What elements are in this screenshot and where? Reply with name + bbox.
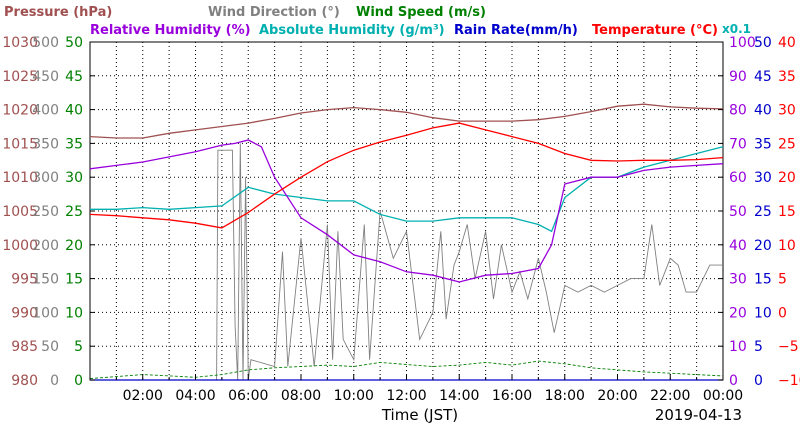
rain-rate-tick-label: 25 (754, 204, 772, 220)
relative-humidity-tick-label: 70 (729, 136, 747, 152)
relative-humidity-tick-label: 80 (729, 103, 747, 119)
x-tick-label: 20:00 (597, 388, 637, 404)
wind-direction-tick-label: 200 (32, 238, 59, 254)
x-tick-label: 16:00 (492, 388, 532, 404)
legend-relative-humidity: Relative Humidity (%) (90, 23, 251, 38)
temperature-tick-label: −10 (778, 373, 800, 389)
wind-direction-tick-label: 50 (41, 339, 59, 355)
pressure-tick-label: 985 (11, 339, 38, 355)
relative-humidity-tick-label: 50 (729, 204, 747, 220)
series-line-pressure (89, 103, 724, 139)
temperature-tick-label: 10 (778, 238, 796, 254)
pressure-tick-label: 995 (11, 272, 38, 288)
pressure-tick-label: 980 (11, 373, 38, 389)
wind-direction-tick-label: 400 (32, 103, 59, 119)
wind-speed-tick-label: 5 (74, 339, 83, 355)
rain-rate-tick-label: 30 (754, 170, 772, 186)
series-line-wind-direction (90, 143, 723, 381)
wind-speed-tick-label: 25 (65, 204, 83, 220)
temperature-tick-label: 35 (778, 69, 796, 85)
rain-rate-tick-label: 20 (754, 238, 772, 254)
relative-humidity-tick-label: 90 (729, 69, 747, 85)
temperature-tick-label: −5 (778, 339, 799, 355)
x-tick-label: 12:00 (386, 388, 426, 404)
x-tick-label: 22:00 (650, 388, 690, 404)
relative-humidity-tick-label: 40 (729, 238, 747, 254)
legend-pressure: Pressure (hPa) (4, 5, 112, 20)
temperature-tick-label: 15 (778, 204, 796, 220)
temperature-tick-label: 25 (778, 136, 796, 152)
wind-direction-tick-label: 250 (32, 204, 59, 220)
x-axis-label: Time (JST) (381, 406, 458, 424)
x-tick-label: 06:00 (228, 388, 268, 404)
temperature-tick-label: 0 (778, 305, 787, 321)
wind-speed-tick-label: 40 (65, 103, 83, 119)
grid-lines (90, 42, 723, 380)
temperature-tick-label: 30 (778, 103, 796, 119)
wind-direction-tick-label: 100 (32, 305, 59, 321)
temperature-tick-label: 40 (778, 35, 796, 51)
relative-humidity-tick-label: 100 (729, 35, 756, 51)
wind-direction-tick-label: 500 (32, 35, 59, 51)
x-tick-label: 08:00 (281, 388, 321, 404)
rain-rate-tick-label: 35 (754, 136, 772, 152)
pressure-tick-label: 1020 (2, 103, 38, 119)
series-line-relative-humidity (89, 139, 724, 283)
relative-humidity-tick-label: 0 (729, 373, 738, 389)
x-tick-label: 00:00 (703, 388, 743, 404)
wind-direction-tick-label: 0 (50, 373, 59, 389)
x-tick-label: 18:00 (545, 388, 585, 404)
wind-speed-tick-label: 30 (65, 170, 83, 186)
wind-speed-tick-label: 45 (65, 69, 83, 85)
rain-rate-tick-label: 15 (754, 272, 772, 288)
rain-rate-tick-label: 10 (754, 305, 772, 321)
rain-rate-tick-label: 50 (754, 35, 772, 51)
wind-speed-tick-label: 15 (65, 272, 83, 288)
wind-speed-tick-label: 10 (65, 305, 83, 321)
x-tick-label: 04:00 (175, 388, 215, 404)
x-tick-label: 02:00 (123, 388, 163, 404)
rain-rate-tick-label: 40 (754, 103, 772, 119)
wind-speed-tick-label: 35 (65, 136, 83, 152)
wind-speed-tick-label: 0 (74, 373, 83, 389)
pressure-tick-label: 1025 (2, 69, 38, 85)
rain-rate-tick-label: 0 (754, 373, 763, 389)
wind-direction-tick-label: 350 (32, 136, 59, 152)
wind-direction-tick-label: 300 (32, 170, 59, 186)
date-label: 2019-04-13 (655, 406, 742, 424)
relative-humidity-tick-label: 10 (729, 339, 747, 355)
legend-wind-direction: Wind Direction (°) (208, 5, 340, 20)
pressure-tick-label: 990 (11, 305, 38, 321)
wind-speed-tick-label: 50 (65, 35, 83, 51)
relative-humidity-tick-label: 60 (729, 170, 747, 186)
wind-speed-tick-label: 20 (65, 238, 83, 254)
temperature-tick-label: 5 (778, 272, 787, 288)
legend-wind-speed: Wind Speed (m/s) (356, 5, 486, 20)
x-tick-label: 10:00 (334, 388, 374, 404)
rain-rate-tick-label: 45 (754, 69, 772, 85)
axes-layer: 9809859909951000100510101015102010251030… (2, 35, 800, 404)
wind-direction-tick-label: 450 (32, 69, 59, 85)
pressure-tick-label: 1000 (2, 238, 38, 254)
temperature-tick-label: 20 (778, 170, 796, 186)
relative-humidity-tick-label: 30 (729, 272, 747, 288)
x-tick-label: 14:00 (439, 388, 479, 404)
pressure-tick-label: 1005 (2, 204, 38, 220)
series-line-temperature (89, 122, 724, 229)
legend-temperature: Temperature (°C) (592, 23, 718, 38)
rain-rate-tick-label: 5 (754, 339, 763, 355)
legend-absolute-humidity: Absolute Humidity (g/m³) (259, 23, 445, 38)
pressure-tick-label: 1030 (2, 35, 38, 51)
legend-rain-rate: Rain Rate(mm/h) (454, 23, 578, 38)
wind-direction-tick-label: 150 (32, 272, 59, 288)
scale-note: x0.1 (722, 22, 751, 36)
pressure-tick-label: 1010 (2, 170, 38, 186)
pressure-tick-label: 1015 (2, 136, 38, 152)
relative-humidity-tick-label: 20 (729, 305, 747, 321)
